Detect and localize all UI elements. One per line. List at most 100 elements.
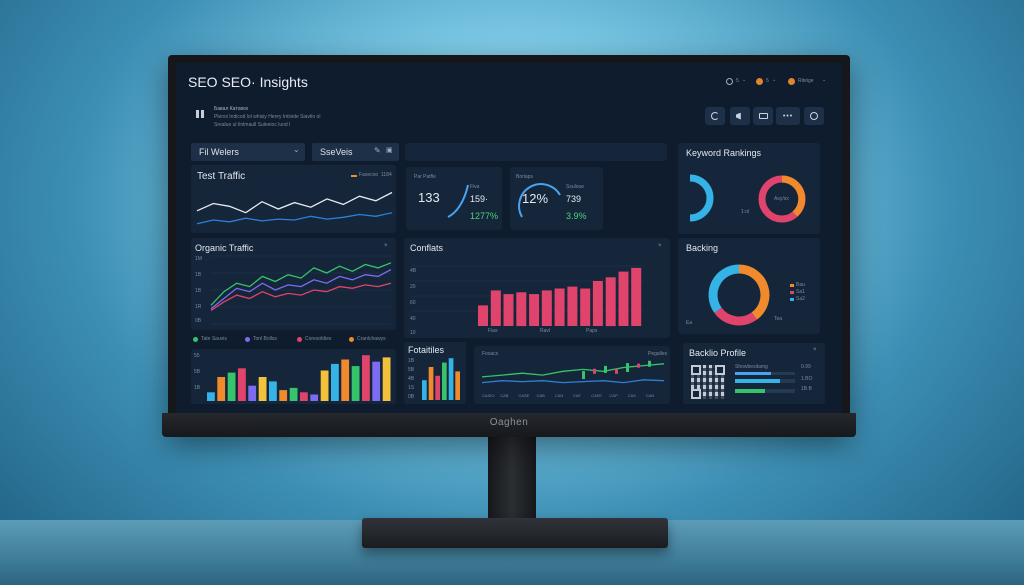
conflates-chart: [412, 265, 644, 327]
conflates-bar: [541, 290, 552, 326]
monitor-stand-base: [362, 518, 668, 548]
refresh-button[interactable]: [705, 107, 725, 125]
backlink-profile-title: Backlio Profile: [689, 348, 747, 358]
edit-icon[interactable]: ✎: [374, 146, 381, 155]
y-tick: 1B: [194, 385, 201, 391]
kpi-card: Par Patfle 133 Fiva 159· 1277%: [406, 167, 502, 230]
conflates-panel: Conflats × 4B 20 60 40 10 Fias Ravl Paps: [404, 238, 670, 338]
close-icon[interactable]: ×: [384, 243, 388, 249]
conflates-bar: [478, 305, 488, 326]
bottom-bar: [372, 361, 381, 401]
kpi-sub-label: Ssuloue: [566, 184, 585, 190]
conflates-bar: [503, 294, 514, 326]
x-tick: Ravl: [540, 328, 551, 334]
organic-traffic-legend: Tate Sauvis Tonl Bollss Coresoldies Cran…: [193, 335, 403, 345]
bottom-bar: [362, 355, 370, 401]
fotaitiles-chart: [422, 358, 460, 400]
legend-swatch: [790, 291, 794, 294]
conflates-bar: [490, 290, 501, 326]
y-tick: 0B: [195, 318, 202, 324]
user-icon[interactable]: [788, 78, 795, 85]
bottom-bar: [331, 363, 339, 401]
bottom-bar-chart: [207, 355, 391, 401]
qr-code-icon: [691, 365, 725, 399]
conflates-bar: [567, 286, 578, 326]
x-tick: CAF: [573, 393, 581, 398]
bottom-bar: [279, 390, 288, 401]
backing-slice: [708, 264, 740, 313]
trends-series-line: [481, 379, 665, 384]
search-field[interactable]: SseVeis ✎ ▣: [312, 143, 399, 161]
bottom-bar: [248, 385, 257, 401]
header-controls: 5 ⌄ 5 ⌄ Riteige ⌄: [724, 76, 834, 88]
bottom-bar: [269, 381, 277, 401]
candle-mark: [582, 371, 585, 380]
test-traffic-series-line: [196, 191, 393, 214]
candle-mark: [637, 363, 640, 368]
filter-dropdown[interactable]: Fil Welers ⌄: [191, 143, 305, 161]
backing-slice: [714, 307, 757, 326]
chevron-down-icon: ⌄: [293, 145, 300, 154]
bottom-bar: [289, 387, 298, 401]
messages-button[interactable]: [753, 107, 773, 125]
chevron-down-icon[interactable]: ⌄: [742, 77, 747, 83]
trends-panel: Fosacs Pegalles CASIO CAB CASE CAB CAN CAF CAF…: [474, 346, 670, 404]
kpi-label: Par Patfle: [414, 174, 436, 180]
legend-label: Cranlchawys: [357, 336, 386, 342]
legend-label: Sa2: [796, 296, 805, 302]
organic-traffic-panel: Organic Traffic × 1M 1B 1B 1R 0B: [191, 238, 396, 330]
close-icon[interactable]: ×: [658, 243, 662, 249]
y-tick: 55: [194, 353, 200, 359]
trends-chart: [481, 360, 665, 384]
test-traffic-chart: [196, 191, 393, 225]
dashboard-screen: SEO SEO· Insights 5 ⌄ 5 ⌄ Riteige ⌄ Бава…: [176, 63, 842, 413]
y-tick: 1B: [195, 288, 202, 294]
kpi-change: 3.9%: [566, 211, 587, 221]
keyword-rankings-panel: Keyword Rankings 1:ol Asy/sx: [678, 143, 820, 234]
legend-dot: [193, 337, 198, 342]
x-tick: CASIO: [482, 393, 495, 398]
candle-mark: [648, 360, 651, 367]
kpi-value: 133: [418, 190, 440, 205]
conflates-bar: [516, 292, 527, 327]
more-options-button[interactable]: •••: [776, 107, 800, 125]
backlink-bar-track: [735, 372, 795, 375]
backlink-row-value: 1B.B: [801, 386, 812, 392]
legend-label: Sa1: [796, 289, 805, 295]
keyword-rankings-donut: [758, 175, 806, 223]
conflates-bar: [529, 294, 540, 326]
backlink-bar-fill: [735, 379, 780, 383]
legend-dot: [349, 337, 354, 342]
backing-slice: [738, 264, 770, 320]
legend-dot: [297, 337, 302, 342]
backing-panel: Backing Bau Sa1 Sa2 Ea Tea: [678, 238, 820, 334]
kpi-sub-label: Fiva: [470, 184, 480, 190]
header-control-label: 5: [766, 78, 769, 84]
kpi-card: Borlaps 12% Ssuloue 739 3.9%: [510, 167, 603, 230]
legend-label: Bau: [796, 282, 805, 288]
backlink-row-value: 0.99: [801, 364, 811, 370]
notifications-button[interactable]: [730, 107, 750, 125]
y-tick: 1S: [408, 385, 415, 391]
bottom-bar: [238, 368, 246, 401]
app-title: SEO SEO· Insights: [188, 74, 308, 90]
chevron-down-icon[interactable]: ⌄: [822, 77, 827, 83]
kpi-sub-value: 159·: [470, 194, 489, 204]
kpi-value: 12%: [522, 191, 549, 206]
kpi-arc: [518, 183, 561, 218]
fotaitiles-bar: [455, 371, 460, 400]
profile-button[interactable]: [804, 107, 824, 125]
organic-traffic-series-line: [210, 269, 392, 310]
clock-icon[interactable]: [726, 78, 733, 85]
kpi-sub-value: 739: [566, 194, 582, 204]
chevron-down-icon[interactable]: ⌄: [772, 77, 777, 83]
close-icon[interactable]: ×: [813, 347, 817, 353]
trends-x-axis: CASIO CAB CASE CAB CAN CAF CAFE CAP CAS CAN: [482, 393, 664, 401]
y-tick: 20: [410, 284, 416, 290]
calendar-icon[interactable]: ▣: [386, 147, 393, 154]
user-icon[interactable]: [756, 78, 763, 85]
test-traffic-panel: Test Traffic Fasecoo 1184: [191, 165, 396, 233]
refresh-icon: [711, 112, 719, 120]
filter-dropdown-label: Fil Welers: [199, 147, 239, 157]
trends-left-label: Fosacs: [482, 351, 499, 357]
